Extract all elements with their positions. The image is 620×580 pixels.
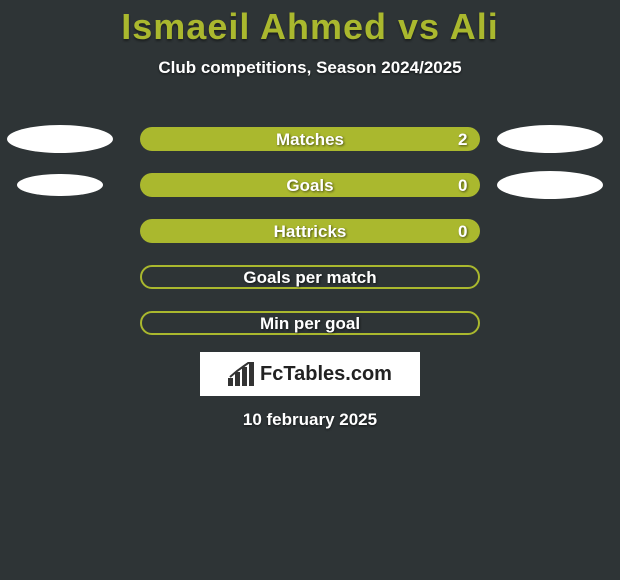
date-text: 10 february 2025 — [0, 410, 620, 430]
stat-value-right: 2 — [458, 130, 467, 150]
stat-label: Min per goal — [0, 314, 620, 334]
infographic-container: Ismaeil Ahmed vs Ali Club competitions, … — [0, 0, 620, 580]
stats-rows: Matches2Goals0Hattricks0Goals per matchM… — [0, 116, 620, 346]
stat-row: Goals0 — [0, 162, 620, 208]
stat-value-right: 0 — [458, 222, 467, 242]
stat-label: Hattricks — [0, 222, 620, 242]
stat-label: Goals per match — [0, 268, 620, 288]
stat-label: Goals — [0, 176, 620, 196]
stat-row: Goals per match — [0, 254, 620, 300]
stat-row: Min per goal — [0, 300, 620, 346]
brand-logo-box: FcTables.com — [200, 352, 420, 396]
bars-icon — [228, 362, 256, 386]
stat-row: Matches2 — [0, 116, 620, 162]
page-title: Ismaeil Ahmed vs Ali — [0, 0, 620, 48]
page-subtitle: Club competitions, Season 2024/2025 — [0, 58, 620, 78]
stat-label: Matches — [0, 130, 620, 150]
stat-value-right: 0 — [458, 176, 467, 196]
stat-row: Hattricks0 — [0, 208, 620, 254]
brand-logo-text: FcTables.com — [260, 363, 392, 386]
